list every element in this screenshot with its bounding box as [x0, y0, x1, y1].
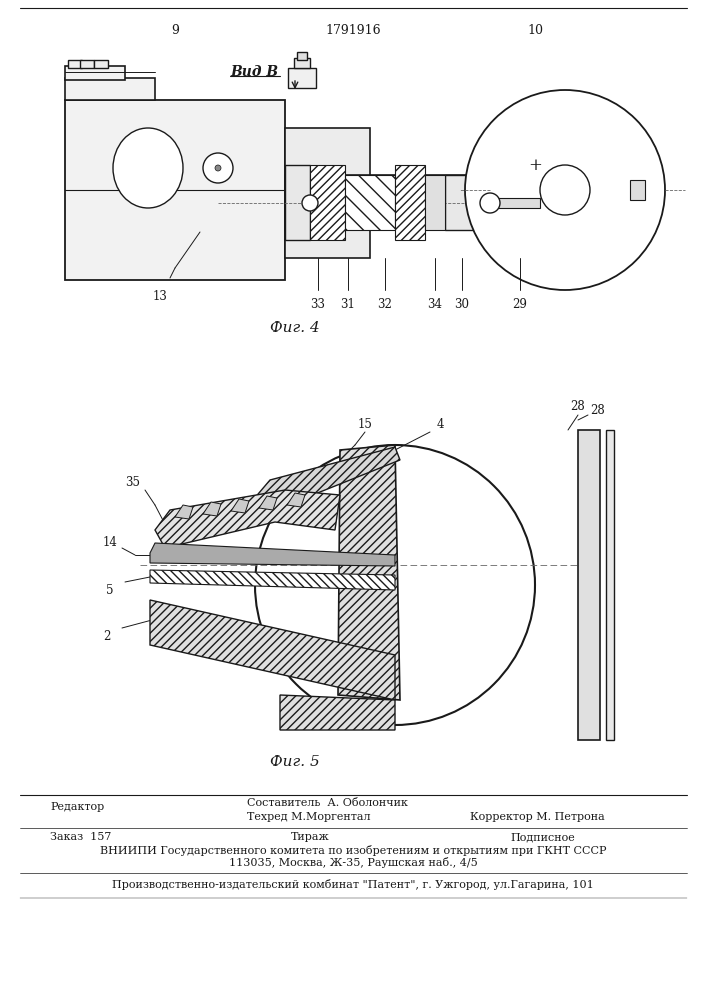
Polygon shape [175, 505, 193, 519]
Text: 35: 35 [126, 476, 141, 488]
Text: 28: 28 [570, 400, 585, 414]
Polygon shape [155, 490, 340, 548]
Text: 31: 31 [341, 298, 356, 312]
Bar [80, 60, 94, 68]
Polygon shape [338, 445, 400, 700]
Text: 34: 34 [428, 298, 443, 312]
Text: Заказ  157: Заказ 157 [50, 832, 112, 842]
Bar [606, 430, 614, 740]
Text: 29: 29 [513, 298, 527, 312]
Text: 9: 9 [171, 23, 179, 36]
Bar [94, 60, 108, 68]
Text: 30: 30 [455, 298, 469, 312]
Circle shape [203, 153, 233, 183]
Text: Тираж: Тираж [291, 832, 329, 842]
Bar [65, 78, 155, 100]
Text: Техред М.Моргентал: Техред М.Моргентал [247, 812, 370, 822]
Circle shape [480, 193, 500, 213]
Text: +: + [528, 156, 542, 174]
Circle shape [540, 165, 590, 215]
Bar [285, 165, 310, 240]
Bar [395, 165, 425, 240]
Polygon shape [231, 499, 249, 513]
Text: Фиг. 5: Фиг. 5 [270, 755, 320, 769]
Text: Фиг. 4: Фиг. 4 [270, 321, 320, 335]
Bar [345, 175, 395, 230]
Text: Редактор: Редактор [50, 802, 104, 812]
Text: 14: 14 [103, 536, 117, 548]
Text: 4: 4 [436, 418, 444, 432]
Text: 10: 10 [527, 23, 543, 36]
Bar [310, 165, 345, 240]
Bar [630, 180, 645, 200]
Bar [294, 58, 310, 68]
Text: 113035, Москва, Ж-35, Раушская наб., 4/5: 113035, Москва, Ж-35, Раушская наб., 4/5 [228, 856, 477, 867]
Circle shape [465, 90, 665, 290]
Bar [578, 430, 600, 740]
Circle shape [255, 445, 535, 725]
Bar [285, 175, 505, 230]
Polygon shape [287, 493, 305, 507]
Polygon shape [150, 543, 395, 566]
Text: 28: 28 [590, 403, 604, 416]
Bar [445, 175, 490, 230]
Text: Производственно-издательский комбинат "Патент", г. Ужгород, ул.Гагарина, 101: Производственно-издательский комбинат "П… [112, 880, 594, 890]
Ellipse shape [113, 128, 183, 208]
Bar [65, 66, 125, 80]
Polygon shape [259, 496, 277, 510]
Text: Составитель  А. Оболончик: Составитель А. Оболончик [247, 798, 408, 808]
Bar [65, 100, 285, 280]
Text: ВНИИПИ Государственного комитета по изобретениям и открытиям при ГКНТ СССР: ВНИИПИ Государственного комитета по изоб… [100, 844, 606, 856]
Polygon shape [280, 695, 395, 730]
Text: 15: 15 [358, 418, 373, 430]
Circle shape [482, 195, 498, 211]
Bar [297, 52, 307, 60]
Text: 13: 13 [153, 290, 168, 302]
Text: 2: 2 [103, 630, 111, 643]
Text: Подписное: Подписное [510, 832, 575, 842]
Polygon shape [150, 600, 395, 700]
Polygon shape [253, 447, 400, 510]
Bar [68, 60, 82, 68]
Text: Вид В: Вид В [230, 65, 278, 79]
Text: 32: 32 [378, 298, 392, 312]
Polygon shape [150, 570, 395, 590]
Circle shape [302, 195, 318, 211]
Bar [490, 198, 540, 208]
Text: 1791916: 1791916 [325, 23, 381, 36]
Text: Корректор М. Петрона: Корректор М. Петрона [470, 812, 604, 822]
Circle shape [215, 165, 221, 171]
Text: 5: 5 [106, 584, 114, 596]
Text: 33: 33 [310, 298, 325, 312]
Polygon shape [203, 502, 221, 516]
Bar [285, 128, 370, 258]
Bar [425, 175, 445, 230]
Bar [288, 68, 316, 88]
